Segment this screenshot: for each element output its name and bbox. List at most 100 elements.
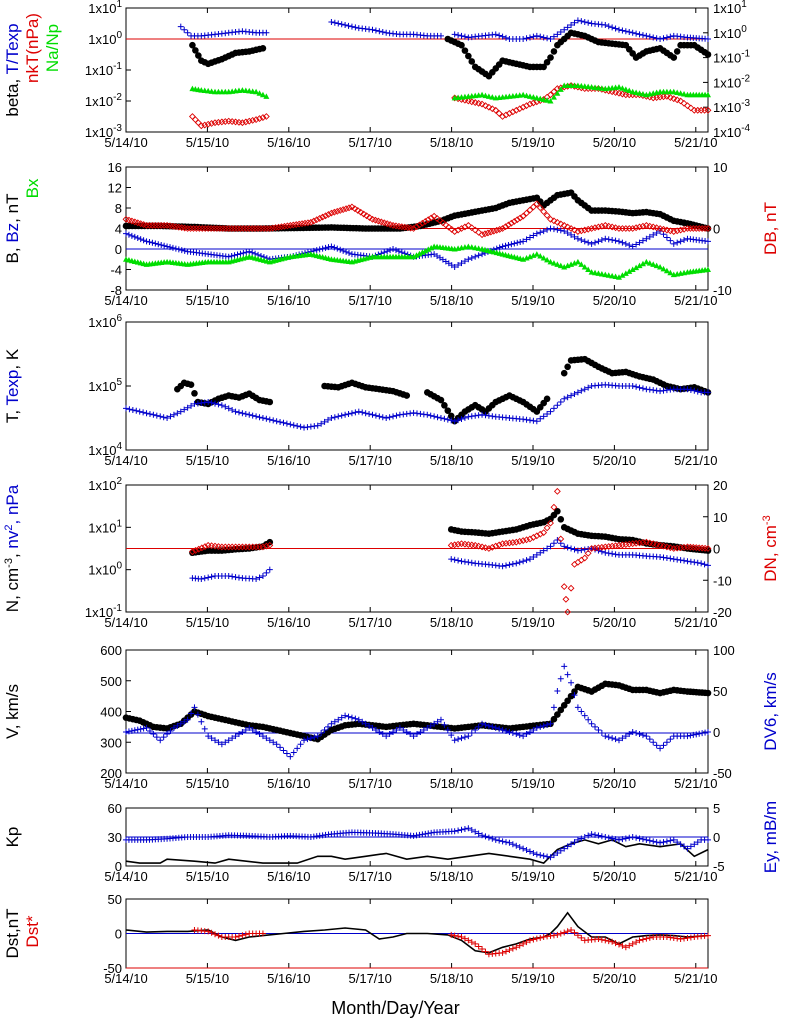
y-axis-label: V, km/s	[3, 684, 22, 739]
data-point	[643, 935, 650, 942]
data-point	[643, 258, 650, 265]
data-point	[204, 120, 212, 128]
data-point	[386, 731, 393, 738]
data-point	[337, 246, 344, 253]
data-point	[348, 23, 355, 30]
x-tick-label: 5/15/10	[186, 135, 229, 150]
data-point	[157, 221, 165, 229]
data-point	[564, 608, 572, 616]
data-point	[289, 221, 297, 229]
x-tick-label: 5/17/10	[349, 869, 392, 884]
data-point	[198, 575, 205, 582]
data-point	[270, 417, 277, 424]
y-tick-right-label: 0	[713, 542, 720, 557]
data-point	[304, 219, 312, 227]
x-tick-label: 5/21/10	[674, 869, 717, 884]
data-point	[557, 847, 564, 854]
x-tick-label: 5/18/10	[430, 971, 473, 986]
data-point	[366, 214, 373, 221]
data-point	[458, 41, 465, 49]
data-point	[328, 243, 335, 250]
data-point	[301, 219, 309, 227]
x-tick-label: 5/16/10	[267, 135, 310, 150]
data-point	[278, 223, 285, 231]
x-tick-label: 5/19/10	[511, 776, 554, 791]
data-point	[670, 934, 677, 941]
y-axis-right-label: DN, cm-3	[761, 515, 780, 581]
x-tick-label: 5/19/10	[511, 971, 554, 986]
data-point	[392, 247, 399, 254]
data-point	[218, 402, 225, 409]
data-point	[681, 91, 688, 97]
data-point	[403, 729, 410, 735]
data-point	[148, 221, 156, 229]
data-point	[660, 554, 667, 561]
data-point	[557, 930, 564, 937]
data-point	[253, 729, 260, 735]
data-point	[574, 836, 581, 843]
data-point	[584, 549, 592, 557]
x-tick-label: 5/21/10	[674, 971, 717, 986]
data-point	[123, 405, 129, 412]
data-point	[526, 556, 533, 563]
x-tick-label: 5/14/10	[104, 776, 147, 791]
data-point	[567, 225, 575, 232]
data-point	[304, 736, 311, 743]
data-point	[681, 935, 688, 942]
data-point	[205, 399, 212, 405]
data-point	[259, 45, 267, 52]
data-point	[319, 213, 327, 221]
data-point	[530, 232, 537, 239]
x-tick-label: 5/15/10	[186, 869, 229, 884]
data-point	[461, 734, 468, 741]
data-point	[131, 233, 138, 240]
data-point	[581, 386, 588, 393]
data-point	[639, 539, 647, 546]
data-point	[150, 411, 157, 418]
data-point	[242, 411, 249, 417]
data-point	[496, 225, 504, 233]
data-point	[418, 219, 426, 227]
data-point	[687, 843, 694, 850]
data-point	[237, 250, 244, 257]
data-point	[673, 544, 681, 552]
y-tick-label: -8	[110, 283, 122, 298]
data-point	[243, 249, 250, 256]
data-point	[465, 243, 472, 249]
data-point	[557, 706, 565, 714]
data-point	[513, 216, 521, 224]
data-point	[550, 715, 558, 723]
data-point	[458, 933, 465, 940]
data-point	[578, 261, 585, 267]
data-point	[615, 274, 622, 280]
data-point	[592, 831, 599, 838]
data-point	[240, 250, 247, 257]
data-point	[653, 839, 660, 846]
data-point	[472, 828, 479, 835]
data-point	[386, 414, 393, 421]
data-point	[526, 93, 533, 99]
x-tick-label: 5/17/10	[349, 135, 392, 150]
data-point	[335, 20, 342, 27]
data-point	[571, 226, 578, 234]
data-point	[239, 932, 246, 939]
data-point	[384, 248, 391, 255]
data-point	[212, 737, 219, 744]
data-point	[585, 832, 592, 839]
data-point	[290, 422, 297, 429]
data-point	[657, 745, 664, 752]
data-point	[615, 26, 622, 33]
data-point	[520, 845, 527, 852]
data-point	[684, 845, 691, 852]
data-point	[158, 241, 165, 248]
x-tick-label: 5/19/10	[511, 453, 554, 468]
data-point	[468, 224, 476, 232]
data-point	[177, 720, 184, 727]
data-point	[561, 228, 568, 235]
data-point	[472, 726, 479, 733]
data-point	[377, 218, 385, 226]
data-point	[232, 733, 239, 740]
data-point	[585, 239, 592, 246]
data-point	[160, 221, 168, 229]
data-point	[215, 932, 222, 939]
